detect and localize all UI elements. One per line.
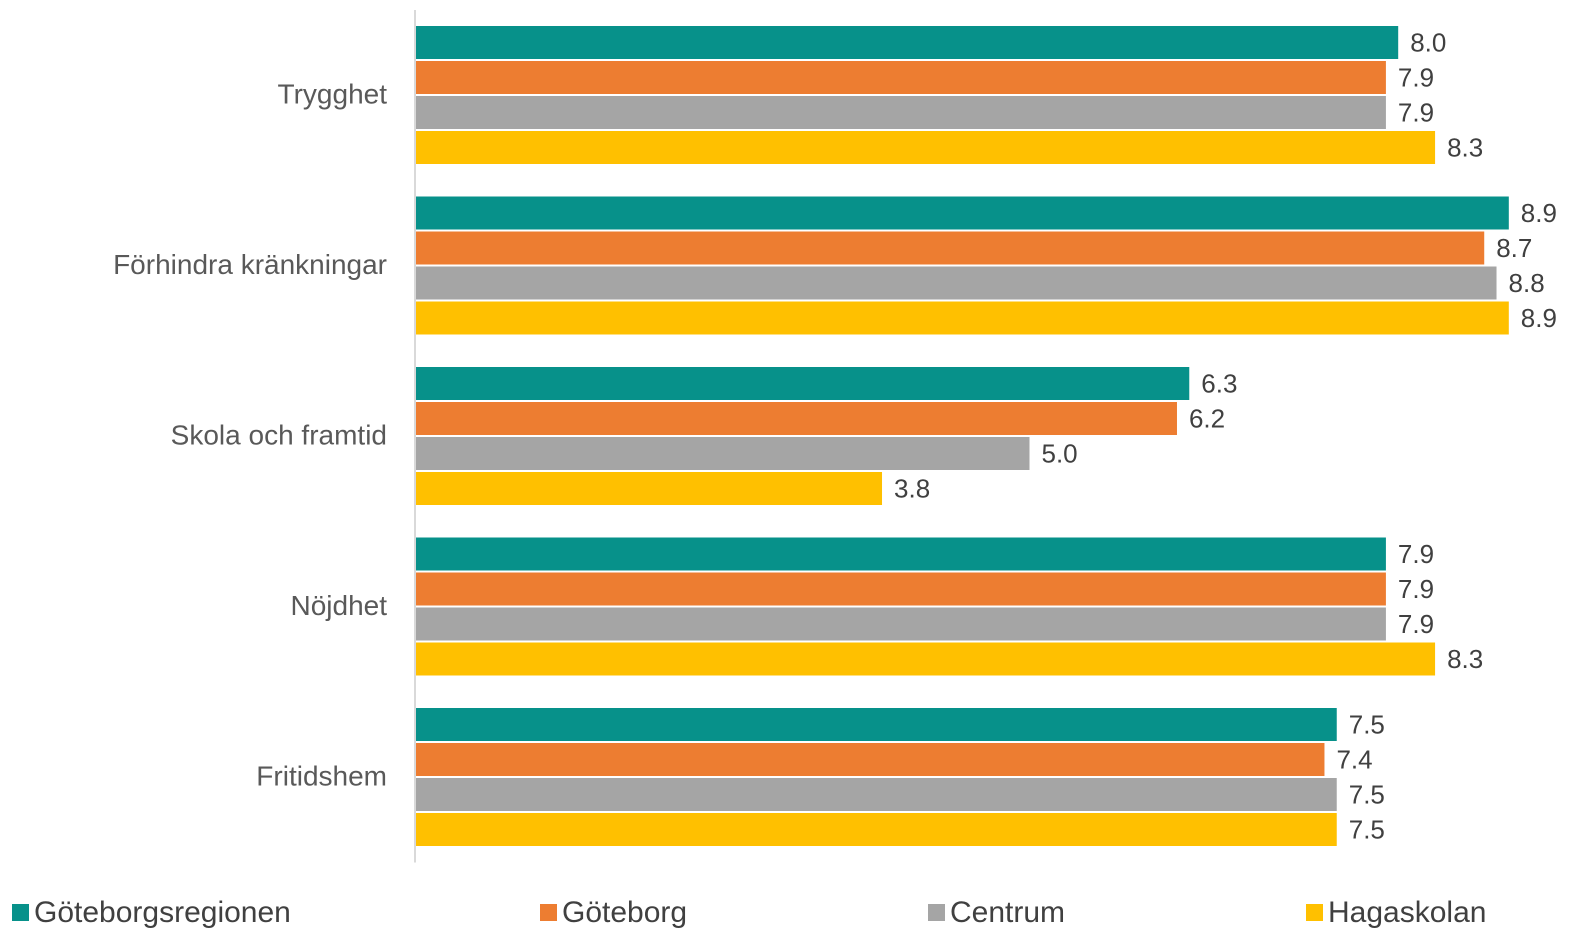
bar-nojdhet-hagaskolan bbox=[415, 642, 1436, 676]
bar-skola-och-framtid-hagaskolan bbox=[415, 472, 883, 505]
data-label-nojdhet-hagaskolan: 8.3 bbox=[1447, 644, 1483, 674]
bar-skola-och-framtid-centrum bbox=[415, 437, 1030, 470]
bar-trygghet-hagaskolan bbox=[415, 131, 1436, 164]
data-label-skola-och-framtid-goteborg: 6.2 bbox=[1189, 403, 1225, 433]
data-label-forhindra-krankningar-hagaskolan: 8.9 bbox=[1521, 303, 1557, 333]
category-label-forhindra-krankningar: Förhindra kränkningar bbox=[113, 249, 387, 280]
bar-fritidshem-hagaskolan bbox=[415, 813, 1337, 846]
data-label-fritidshem-goteborg: 7.4 bbox=[1336, 744, 1372, 774]
category-labels-layer: Trygghet Förhindra kränkningar Skola och f… bbox=[113, 78, 387, 791]
category-label-trygghet: Trygghet bbox=[278, 78, 388, 109]
data-label-skola-och-framtid-goteborgsregionen: 6.3 bbox=[1201, 368, 1237, 398]
category-label-nojdhet: Nöjdhet bbox=[290, 590, 387, 621]
bar-trygghet-goteborgsregionen bbox=[415, 26, 1399, 59]
data-label-forhindra-krankningar-goteborg: 8.7 bbox=[1496, 233, 1532, 263]
data-label-skola-och-framtid-centrum: 5.0 bbox=[1042, 438, 1078, 468]
legend: Göteborgsregionen Göteborg Centrum Hagaskol… bbox=[12, 896, 1486, 929]
bar-forhindra-krankningar-centrum bbox=[415, 266, 1497, 300]
legend-label-goteborg: Göteborg bbox=[562, 896, 687, 929]
bar-skola-och-framtid-goteborg bbox=[415, 402, 1177, 435]
category-label-skola-och-framtid: Skola och framtid bbox=[171, 419, 387, 450]
category-label-fritidshem: Fritidshem bbox=[256, 760, 387, 791]
data-label-forhindra-krankningar-centrum: 8.8 bbox=[1509, 268, 1545, 298]
legend-swatch-centrum bbox=[928, 904, 945, 921]
data-label-nojdhet-goteborgsregionen: 7.9 bbox=[1398, 539, 1434, 569]
data-label-trygghet-goteborg: 7.9 bbox=[1398, 62, 1434, 92]
bar-forhindra-krankningar-goteborg bbox=[415, 231, 1485, 265]
data-label-fritidshem-hagaskolan: 7.5 bbox=[1349, 814, 1385, 844]
legend-swatch-goteborgsregionen bbox=[12, 904, 29, 921]
data-label-nojdhet-goteborg: 7.9 bbox=[1398, 574, 1434, 604]
data-label-nojdhet-centrum: 7.9 bbox=[1398, 609, 1434, 639]
data-label-fritidshem-goteborgsregionen: 7.5 bbox=[1349, 709, 1385, 739]
data-label-fritidshem-centrum: 7.5 bbox=[1349, 779, 1385, 809]
legend-label-centrum: Centrum bbox=[950, 896, 1065, 929]
data-label-trygghet-hagaskolan: 8.3 bbox=[1447, 132, 1483, 162]
bar-forhindra-krankningar-hagaskolan bbox=[415, 301, 1509, 335]
bar-fritidshem-centrum bbox=[415, 778, 1337, 811]
bars-layer bbox=[415, 26, 1509, 846]
data-label-forhindra-krankningar-goteborgsregionen: 8.9 bbox=[1521, 198, 1557, 228]
data-label-trygghet-goteborgsregionen: 8.0 bbox=[1410, 27, 1446, 57]
legend-label-goteborgsregionen: Göteborgsregionen bbox=[34, 896, 291, 929]
bar-nojdhet-goteborgsregionen bbox=[415, 537, 1386, 571]
data-label-skola-och-framtid-hagaskolan: 3.8 bbox=[894, 473, 930, 503]
bar-fritidshem-goteborg bbox=[415, 743, 1325, 776]
bar-trygghet-goteborg bbox=[415, 61, 1386, 94]
legend-swatch-goteborg bbox=[540, 904, 557, 921]
bar-forhindra-krankningar-goteborgsregionen bbox=[415, 196, 1509, 230]
legend-label-hagaskolan: Hagaskolan bbox=[1328, 896, 1486, 929]
data-label-trygghet-centrum: 7.9 bbox=[1398, 97, 1434, 127]
bar-skola-och-framtid-goteborgsregionen bbox=[415, 367, 1190, 400]
bar-fritidshem-goteborgsregionen bbox=[415, 708, 1337, 741]
data-labels-layer: 8.0 7.9 7.9 8.3 8.9 8.7 8.8 8.9 6.3 6.2 5.0 3.8 7.9 7… bbox=[894, 27, 1557, 844]
legend-swatch-hagaskolan bbox=[1306, 904, 1323, 921]
bar-nojdhet-goteborg bbox=[415, 572, 1386, 606]
bar-nojdhet-centrum bbox=[415, 607, 1386, 641]
bar-trygghet-centrum bbox=[415, 96, 1386, 129]
